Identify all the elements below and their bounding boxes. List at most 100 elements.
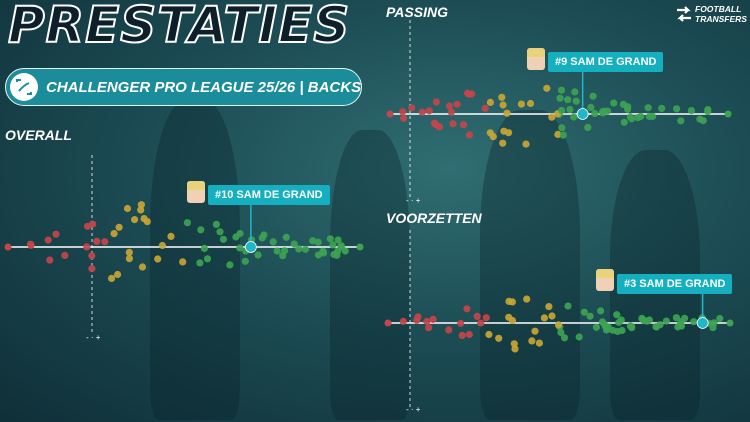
player-dot xyxy=(125,255,133,263)
axis-end-dot xyxy=(726,319,734,327)
player-dot xyxy=(584,123,592,131)
player-dot xyxy=(624,105,632,113)
player-dot xyxy=(254,251,262,259)
league-banner: CHALLENGER PRO LEAGUE 25/26 | BACKS xyxy=(5,68,362,106)
player-dot xyxy=(295,245,303,253)
player-dot xyxy=(477,319,485,327)
player-dot xyxy=(212,220,220,228)
axis-start-dot xyxy=(386,110,394,118)
player-callout-overall: #10 SAM DE GRAND xyxy=(208,185,330,205)
player-dot xyxy=(716,314,724,323)
player-avatar xyxy=(187,181,205,203)
player-dot xyxy=(548,113,556,121)
page-title: PRESTATIES xyxy=(7,0,351,55)
player-dot xyxy=(463,305,471,313)
player-dot xyxy=(52,230,60,238)
brand-logo-text: FOOTBALL TRANSFERS xyxy=(695,4,747,24)
background-player-silhouette xyxy=(150,100,240,420)
player-dot xyxy=(282,233,290,241)
player-dot xyxy=(687,107,696,115)
player-dot xyxy=(309,237,317,245)
player-dot xyxy=(572,97,580,105)
player-dot xyxy=(522,140,530,148)
player-dot xyxy=(341,247,349,255)
scale-minus: - xyxy=(86,333,89,342)
player-dot xyxy=(589,92,597,100)
player-dot xyxy=(613,311,621,319)
player-dot xyxy=(399,317,407,325)
player-dot xyxy=(447,108,455,116)
player-dot xyxy=(114,270,122,279)
player-dot xyxy=(200,244,208,252)
player-dot xyxy=(429,315,437,323)
scale-marker-voorzetten: - · + xyxy=(406,405,421,414)
player-dot xyxy=(400,114,408,122)
player-dot xyxy=(482,314,490,322)
player-dot xyxy=(673,105,681,113)
player-dot xyxy=(465,330,473,339)
player-dot xyxy=(123,204,132,213)
player-dot xyxy=(423,317,431,325)
player-dot xyxy=(674,323,682,331)
player-dot xyxy=(137,206,145,214)
player-dot xyxy=(115,223,123,231)
player-dot xyxy=(425,324,433,332)
player-dot xyxy=(457,319,465,327)
player-dot xyxy=(580,308,588,316)
player-dot xyxy=(399,108,407,116)
scale-minus: - xyxy=(406,405,409,414)
player-dot xyxy=(557,86,566,94)
player-dot xyxy=(600,320,609,329)
axis-end-dot xyxy=(356,243,364,251)
player-dot xyxy=(333,251,341,259)
league-label: CHALLENGER PRO LEAGUE 25/26 | BACKS xyxy=(46,79,362,96)
player-dot xyxy=(690,318,698,326)
player-dot xyxy=(110,230,118,238)
player-dot xyxy=(570,113,578,121)
highlighted-player-dot xyxy=(696,317,709,329)
player-dot xyxy=(236,244,244,252)
scale-plus: + xyxy=(415,405,421,414)
background-player-silhouette xyxy=(480,110,580,420)
player-dot xyxy=(575,333,583,341)
player-dot xyxy=(281,247,289,255)
player-dot xyxy=(465,131,474,139)
player-dot xyxy=(517,100,526,108)
player-dot xyxy=(435,123,443,131)
player-dot xyxy=(140,215,148,223)
player-dot xyxy=(449,120,457,128)
player-dot xyxy=(216,228,224,236)
player-dot xyxy=(481,104,489,112)
player-dot xyxy=(258,234,266,242)
scale-marker-passing: - · + xyxy=(406,196,421,205)
player-callout-passing: #9 SAM DE GRAND xyxy=(548,52,664,72)
section-label-overall: OVERALL xyxy=(5,127,72,143)
player-dot xyxy=(543,84,551,92)
player-dot xyxy=(226,261,234,269)
scale-marker-overall: - · + xyxy=(86,333,101,342)
player-dot xyxy=(658,104,666,112)
player-dot xyxy=(499,101,507,109)
player-dot xyxy=(559,131,567,139)
highlighted-player-dot xyxy=(576,108,589,120)
beeswarm-overall xyxy=(4,155,364,335)
player-dot xyxy=(108,274,116,282)
player-dot xyxy=(677,117,685,125)
player-dot xyxy=(592,323,601,331)
player-dot xyxy=(500,127,508,135)
player-dot xyxy=(458,331,466,339)
player-dot xyxy=(314,251,322,259)
player-dot xyxy=(531,327,539,335)
player-dot xyxy=(523,295,531,303)
player-dot xyxy=(408,104,416,112)
player-dot xyxy=(197,226,205,234)
player-dot xyxy=(158,241,166,250)
player-dot xyxy=(617,316,625,324)
player-dot xyxy=(473,312,481,320)
player-dot xyxy=(704,107,712,116)
player-dot xyxy=(499,139,507,147)
brand-arrows-icon xyxy=(677,6,691,22)
player-dot xyxy=(505,313,513,321)
player-dot xyxy=(599,109,607,117)
player-dot xyxy=(131,216,139,224)
